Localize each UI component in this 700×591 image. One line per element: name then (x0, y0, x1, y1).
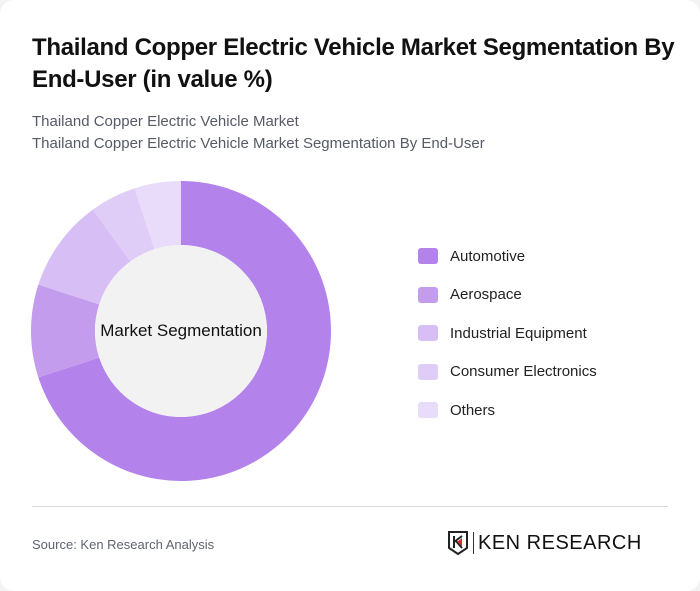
donut-slice-automotive[interactable] (38, 181, 331, 481)
source-note: Source: Ken Research Analysis (32, 537, 215, 552)
legend-label: Aerospace (450, 286, 522, 303)
legend-label: Automotive (450, 247, 526, 265)
donut-chart (31, 181, 331, 481)
donut-hole (95, 245, 267, 417)
logo-separator (473, 532, 474, 554)
legend-swatch (418, 402, 438, 418)
legend-swatch (418, 286, 438, 303)
logo-text: KEN RESEARCH (478, 531, 642, 554)
donut-slice-others[interactable] (134, 181, 181, 250)
legend-item-others[interactable]: Others (418, 400, 597, 420)
legend-swatch (418, 248, 438, 264)
chart-legend: Automotive Aerospace Industrial Equipment C… (418, 246, 597, 439)
legend-item-aerospace[interactable]: Aerospace (418, 285, 597, 305)
legend-swatch (418, 363, 438, 380)
chart-title: Thailand Copper Electric Vehicle Market … (32, 34, 675, 93)
legend-item-consumer-electronics[interactable]: Consumer Electronics (418, 362, 597, 382)
legend-label: Consumer Electronics (450, 363, 597, 380)
legend-label: Others (450, 401, 496, 419)
donut-center-label: Market Segmentation (100, 321, 262, 340)
donut-slice-consumer-electronics[interactable] (92, 188, 155, 262)
legend-swatch (418, 325, 438, 341)
legend-item-industrial-equipment[interactable]: Industrial Equipment (418, 323, 597, 343)
chart-subtitle-market: Thailand Copper Electric Vehicle Market (32, 113, 299, 130)
donut-slice-industrial-equipment[interactable] (38, 209, 131, 305)
legend-label: Industrial Equipment (450, 324, 587, 342)
footer-divider (32, 506, 668, 507)
legend-item-automotive[interactable]: Automotive (418, 246, 597, 266)
ken-research-shield-icon (448, 531, 468, 556)
ken-research-logo: KEN RESEARCH (447, 530, 642, 556)
donut-slice-aerospace[interactable] (31, 284, 100, 378)
chart-subtitle-segmentation: Thailand Copper Electric Vehicle Market … (32, 135, 485, 152)
